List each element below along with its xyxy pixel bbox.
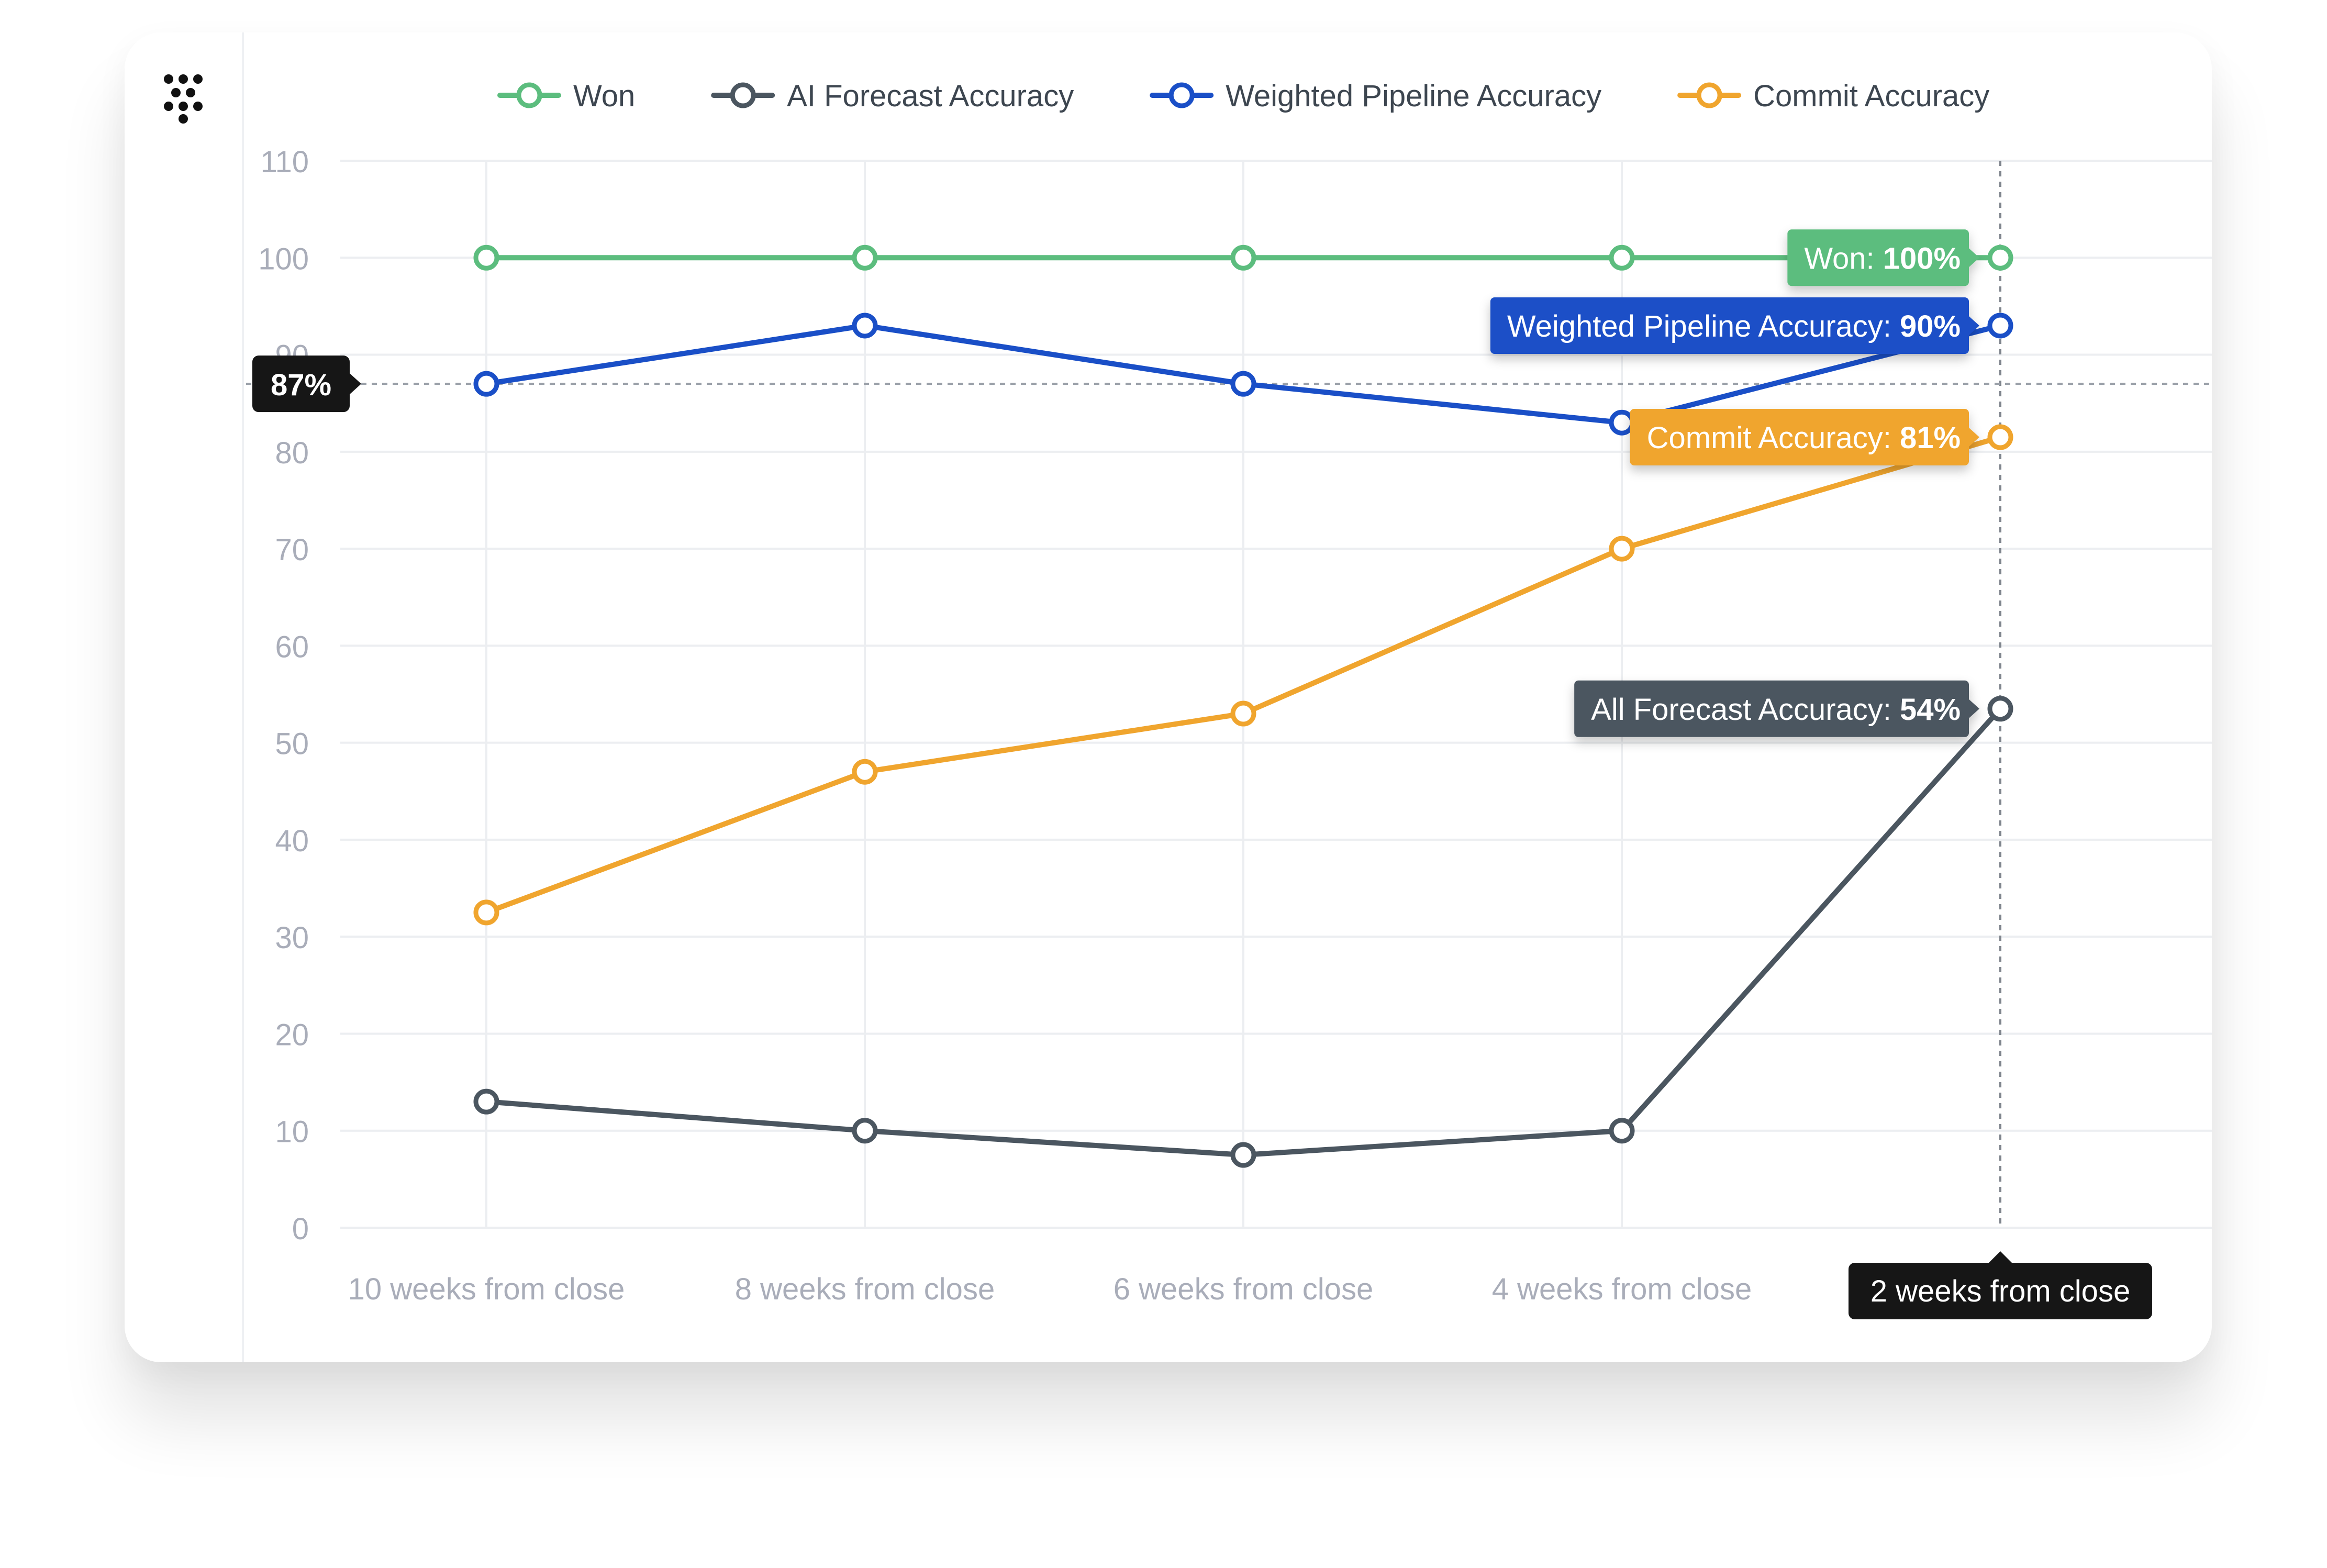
y-tick-label: 20	[275, 1018, 309, 1052]
data-point-ai-forecast-accuracy	[1230, 1142, 1256, 1168]
data-point-weighted-pipeline-accuracy	[1987, 313, 2013, 339]
data-point-weighted-pipeline-accuracy	[852, 313, 878, 339]
data-point-weighted-pipeline-accuracy	[1230, 371, 1256, 397]
grape-logo-icon	[164, 74, 203, 124]
series-ai-forecast-accuracy	[473, 696, 2013, 1168]
series	[473, 244, 2013, 1168]
legend-item-won: Won	[497, 79, 635, 113]
y-tick-label: 30	[275, 921, 309, 955]
highlighted-x-label: 2 weeks from close	[1849, 1251, 2152, 1319]
x-tick-label: 8 weeks from close	[735, 1272, 995, 1306]
tooltip-box	[1574, 680, 1969, 737]
legend: Won AI Forecast Accuracy Weighted Pipeline…	[497, 79, 1989, 113]
crosshair-value-label: 87%	[252, 355, 361, 413]
y-tick-label: 40	[275, 824, 309, 858]
tooltip-box	[1490, 297, 1969, 354]
x-label-pointer	[1989, 1251, 2012, 1263]
data-point-commit-accuracy	[852, 759, 878, 785]
data-point-won	[473, 244, 499, 271]
legend-label: Won	[573, 79, 635, 113]
x-tick-label: 4 weeks from close	[1492, 1272, 1752, 1306]
tooltip-pointer	[1969, 248, 1979, 268]
legend-swatch-marker	[1168, 82, 1195, 108]
legend-swatch-marker	[730, 82, 756, 108]
y-tick-label: 0	[292, 1212, 309, 1246]
tooltips: Won: 100% Weighted Pipeline Accuracy: 90%…	[1490, 229, 1979, 737]
tooltip-value: 81%	[1900, 421, 1961, 455]
data-point-won	[1609, 244, 1635, 271]
data-point-weighted-pipeline-accuracy	[473, 371, 499, 397]
data-point-commit-accuracy	[1987, 424, 2013, 450]
legend-item-ai-forecast-accuracy: AI Forecast Accuracy	[711, 79, 1074, 113]
tooltip-label: Won:	[1804, 241, 1883, 275]
tooltip-text: Won: 100%	[1804, 241, 1961, 275]
y-tick-label: 100	[258, 242, 309, 276]
y-tick-label: 80	[275, 436, 309, 470]
tooltip-text: All Forecast Accuracy: 54%	[1591, 693, 1961, 727]
data-point-commit-accuracy	[473, 899, 499, 926]
y-tick-label: 70	[275, 533, 309, 567]
legend-swatch-marker	[516, 82, 542, 108]
data-point-won	[852, 244, 878, 271]
x-tick-label: 2 weeks from close	[1870, 1274, 2130, 1308]
data-point-commit-accuracy	[1230, 700, 1256, 727]
tooltip-weighted-pipeline-accuracy: Weighted Pipeline Accuracy: 90%	[1490, 297, 1979, 354]
crosshair-label-pointer	[350, 373, 361, 395]
tooltip-pointer	[1969, 428, 1979, 447]
x-tick-label: 10 weeks from close	[348, 1272, 625, 1306]
tooltip-ai-forecast-accuracy: All Forecast Accuracy: 54%	[1574, 680, 1979, 737]
y-tick-label: 10	[275, 1115, 309, 1149]
series-weighted-pipeline-accuracy	[473, 313, 2013, 436]
y-tick-label: 60	[275, 630, 309, 664]
data-point-won	[1230, 244, 1256, 271]
y-tick-label: 110	[261, 145, 309, 179]
legend-item-commit-accuracy: Commit Accuracy	[1677, 79, 1989, 113]
x-axis: 10 weeks from close 8 weeks from close 6 w…	[348, 1251, 2152, 1319]
tooltip-text: Commit Accuracy: 81%	[1647, 421, 1961, 455]
series-won	[473, 244, 2013, 271]
tooltip-value: 100%	[1883, 241, 1961, 275]
tooltip-value: 54%	[1900, 693, 1961, 727]
legend-label: Commit Accuracy	[1753, 79, 1989, 113]
crosshair: 87%	[246, 161, 2212, 1228]
tooltip-box	[1630, 409, 1969, 466]
data-point-ai-forecast-accuracy	[1987, 696, 2013, 722]
data-point-ai-forecast-accuracy	[1609, 1118, 1635, 1144]
legend-label: Weighted Pipeline Accuracy	[1226, 79, 1601, 113]
y-tick-label: 50	[275, 727, 309, 761]
legend-item-weighted-pipeline-accuracy: Weighted Pipeline Accuracy	[1150, 79, 1601, 113]
tooltip-pointer	[1969, 316, 1979, 335]
tooltip-text: Weighted Pipeline Accuracy: 90%	[1507, 309, 1961, 343]
legend-label: AI Forecast Accuracy	[787, 79, 1074, 113]
tooltip-commit-accuracy: Commit Accuracy: 81%	[1630, 409, 1979, 466]
tooltip-label: All Forecast Accuracy:	[1591, 693, 1900, 727]
tooltip-label: Commit Accuracy:	[1647, 421, 1900, 455]
tooltip-pointer	[1969, 699, 1979, 718]
data-point-ai-forecast-accuracy	[852, 1118, 878, 1144]
data-point-commit-accuracy	[1609, 536, 1635, 562]
x-tick-label: 6 weeks from close	[1114, 1272, 1373, 1306]
tooltip-box	[1787, 229, 1969, 286]
crosshair-label-text: 87%	[271, 368, 331, 402]
side-rail	[125, 32, 244, 1362]
tooltip-won: Won: 100%	[1787, 229, 1979, 286]
tooltip-label: Weighted Pipeline Accuracy:	[1507, 309, 1900, 343]
data-point-weighted-pipeline-accuracy	[1609, 409, 1635, 436]
data-point-ai-forecast-accuracy	[473, 1088, 499, 1115]
crosshair-label-box	[252, 355, 350, 413]
legend-swatch-marker	[1696, 82, 1722, 108]
y-axis: 0102030405060708090100110	[258, 145, 309, 1246]
tooltip-value: 90%	[1900, 309, 1961, 343]
series-commit-accuracy	[473, 424, 2013, 926]
data-point-won	[1987, 244, 2013, 271]
x-label-box	[1849, 1263, 2152, 1319]
